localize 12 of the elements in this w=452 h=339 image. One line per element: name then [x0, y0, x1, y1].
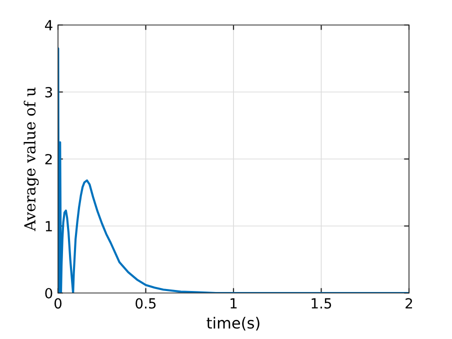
- x-tick-label: 0: [54, 298, 62, 309]
- x-tick-label: 0.5: [136, 298, 156, 309]
- y-tick-label: 1: [46, 221, 52, 232]
- y-tick-label: 4: [44, 20, 52, 30]
- x-tick-label: 1: [230, 298, 237, 308]
- x-axis-title: time(s): [206, 316, 260, 330]
- y-tick-label: 0: [45, 288, 52, 298]
- y-axis-title: Average value of u: [24, 88, 39, 232]
- x-tick-label: 2: [406, 298, 412, 308]
- y-tick-label: 2: [45, 154, 52, 164]
- x-tick-label: 1.5: [312, 298, 332, 309]
- y-tick-label: 3: [45, 86, 52, 98]
